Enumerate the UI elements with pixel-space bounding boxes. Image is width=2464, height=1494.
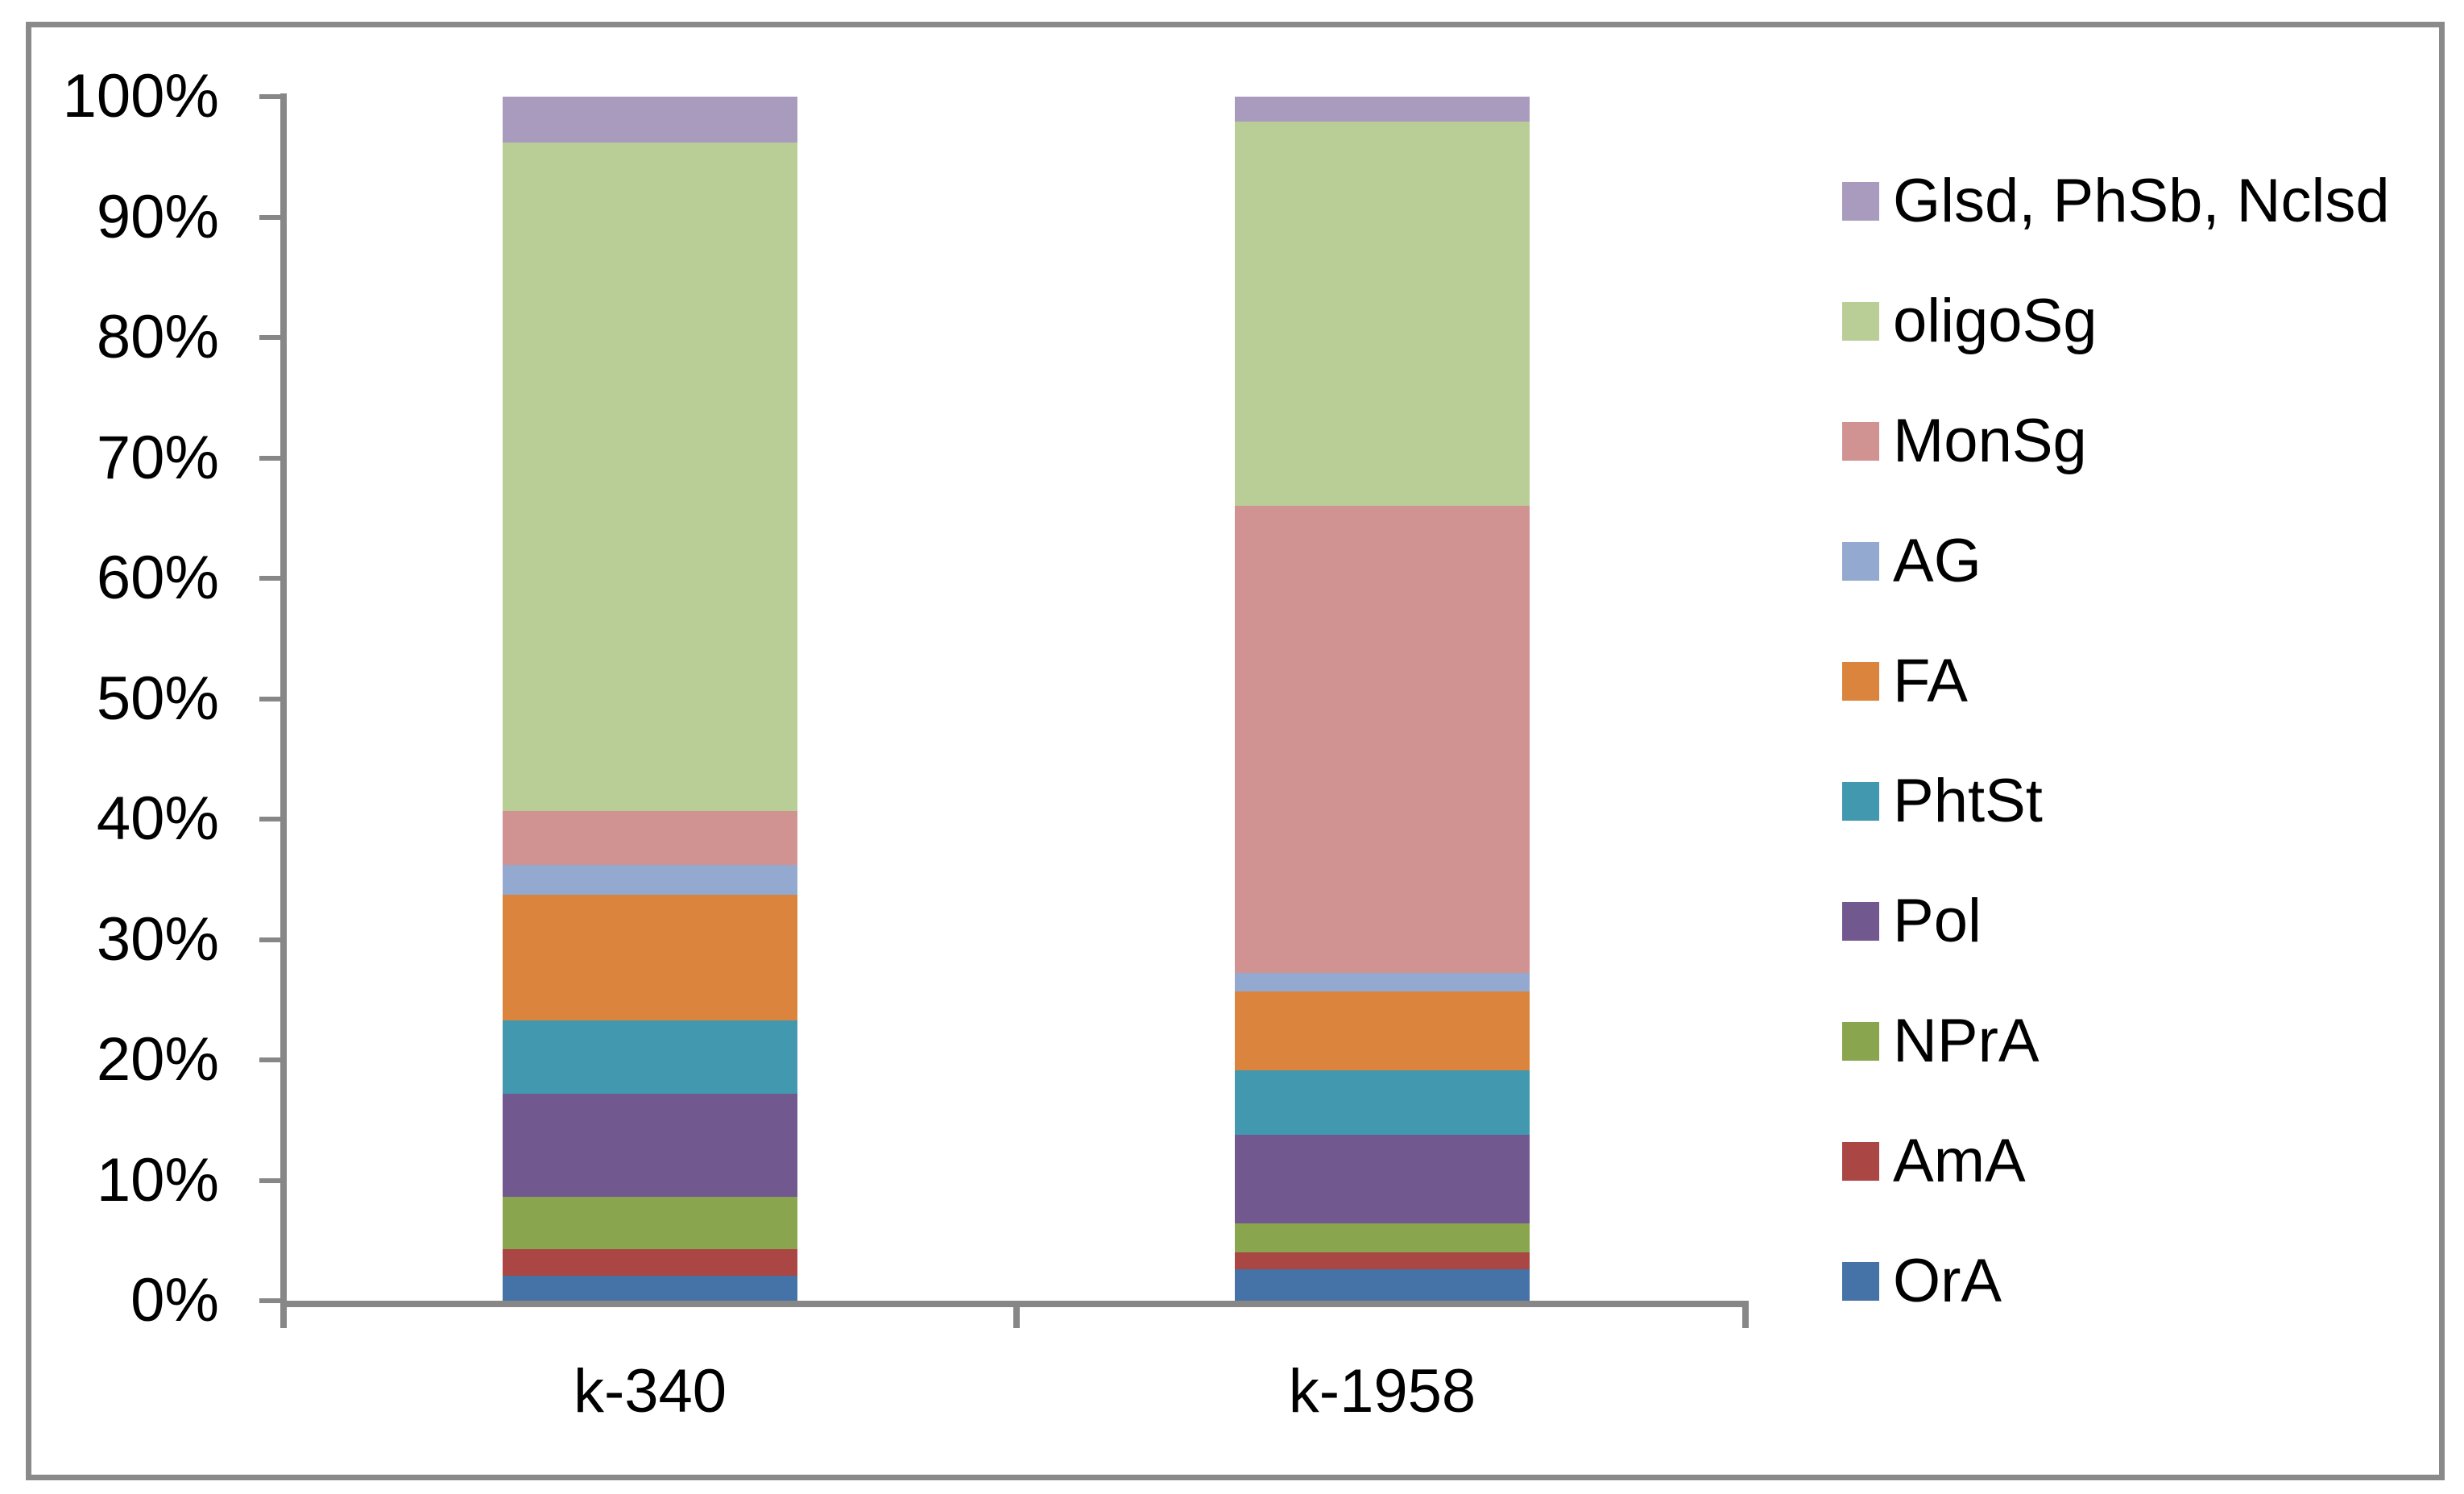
bar-segment-Glsd-PhSb-Nclsd	[1235, 97, 1530, 122]
bar-segment-MonSg	[1235, 506, 1530, 973]
x-axis-tick	[1742, 1307, 1749, 1328]
x-axis-tick	[1013, 1307, 1020, 1328]
bar-segment-NPrA	[1235, 1223, 1530, 1252]
legend-swatch-icon	[1842, 1022, 1879, 1061]
y-axis-tick	[259, 1298, 280, 1303]
y-axis-line	[280, 93, 287, 1306]
legend-label: Pol	[1893, 887, 1982, 955]
bar-segment-oligoSg	[1235, 122, 1530, 506]
legend-swatch-icon	[1842, 902, 1879, 941]
legend-swatch-icon	[1842, 182, 1879, 221]
chart-border-frame	[26, 22, 2445, 1480]
bar-segment-FA	[1235, 991, 1530, 1070]
y-axis-tick-label: 10%	[96, 1145, 219, 1215]
bar-segment-Pol	[1235, 1135, 1530, 1223]
y-axis-tick-label: 100%	[62, 62, 219, 130]
legend-swatch-icon	[1842, 302, 1879, 341]
y-axis-tick	[259, 576, 280, 581]
legend-swatch-icon	[1842, 542, 1879, 581]
bar-segment-AmA	[503, 1249, 797, 1276]
legend-label: NPrA	[1893, 1007, 2040, 1075]
legend-label: FA	[1893, 647, 1968, 715]
legend-swatch-icon	[1842, 662, 1879, 701]
legend-label: Glsd, PhSb, Nclsd	[1893, 167, 2390, 235]
bar-segment-AmA	[1235, 1252, 1530, 1269]
legend-swatch-icon	[1842, 782, 1879, 821]
y-axis-tick	[259, 817, 280, 821]
bar-segment-oligoSg	[503, 143, 797, 811]
y-axis-tick	[259, 94, 280, 99]
legend-label: AmA	[1893, 1127, 2026, 1195]
category-label-k-1958: k-1958	[1288, 1357, 1476, 1426]
y-axis-tick	[259, 214, 280, 220]
y-axis-tick-label: 20%	[96, 1025, 219, 1094]
bar-segment-Pol	[503, 1094, 797, 1197]
legend-swatch-icon	[1842, 1262, 1879, 1301]
legend-label: OrA	[1893, 1247, 2002, 1315]
y-axis-tick-label: 90%	[96, 182, 219, 251]
bar-segment-OrA	[503, 1276, 797, 1301]
y-axis-tick-label: 30%	[96, 904, 219, 974]
bar-segment-AG	[1235, 973, 1530, 991]
y-axis-tick	[259, 455, 280, 461]
bar-segment-AG	[503, 865, 797, 895]
bar-segment-PhtSt	[1235, 1070, 1530, 1135]
legend-label: AG	[1893, 527, 1982, 595]
legend-swatch-icon	[1842, 1142, 1879, 1181]
y-axis-tick	[259, 696, 280, 701]
y-axis-tick	[259, 1177, 280, 1183]
x-axis-line	[280, 1301, 1749, 1307]
y-axis-tick-label: 40%	[96, 784, 219, 853]
legend-swatch-icon	[1842, 422, 1879, 461]
y-axis-tick-label: 0%	[130, 1266, 219, 1335]
y-axis-tick	[259, 1057, 280, 1062]
bar-segment-PhtSt	[503, 1020, 797, 1094]
category-label-k-340: k-340	[573, 1357, 727, 1426]
bar-segment-NPrA	[503, 1197, 797, 1249]
y-axis-tick-label: 60%	[96, 544, 219, 612]
legend-label: MonSg	[1893, 407, 2087, 475]
y-axis-tick-label: 80%	[96, 303, 219, 371]
legend-label: oligoSg	[1893, 287, 2098, 355]
bar-segment-OrA	[1235, 1269, 1530, 1301]
legend-label: PhtSt	[1893, 767, 2043, 835]
bar-segment-Glsd-PhSb-Nclsd	[503, 97, 797, 143]
y-axis-tick	[259, 937, 280, 942]
x-axis-tick	[280, 1307, 287, 1328]
bar-segment-MonSg	[503, 811, 797, 865]
y-axis-tick-label: 70%	[96, 423, 219, 492]
y-axis-tick	[259, 335, 280, 340]
bar-segment-FA	[503, 895, 797, 1020]
y-axis-tick-label: 50%	[96, 664, 219, 733]
